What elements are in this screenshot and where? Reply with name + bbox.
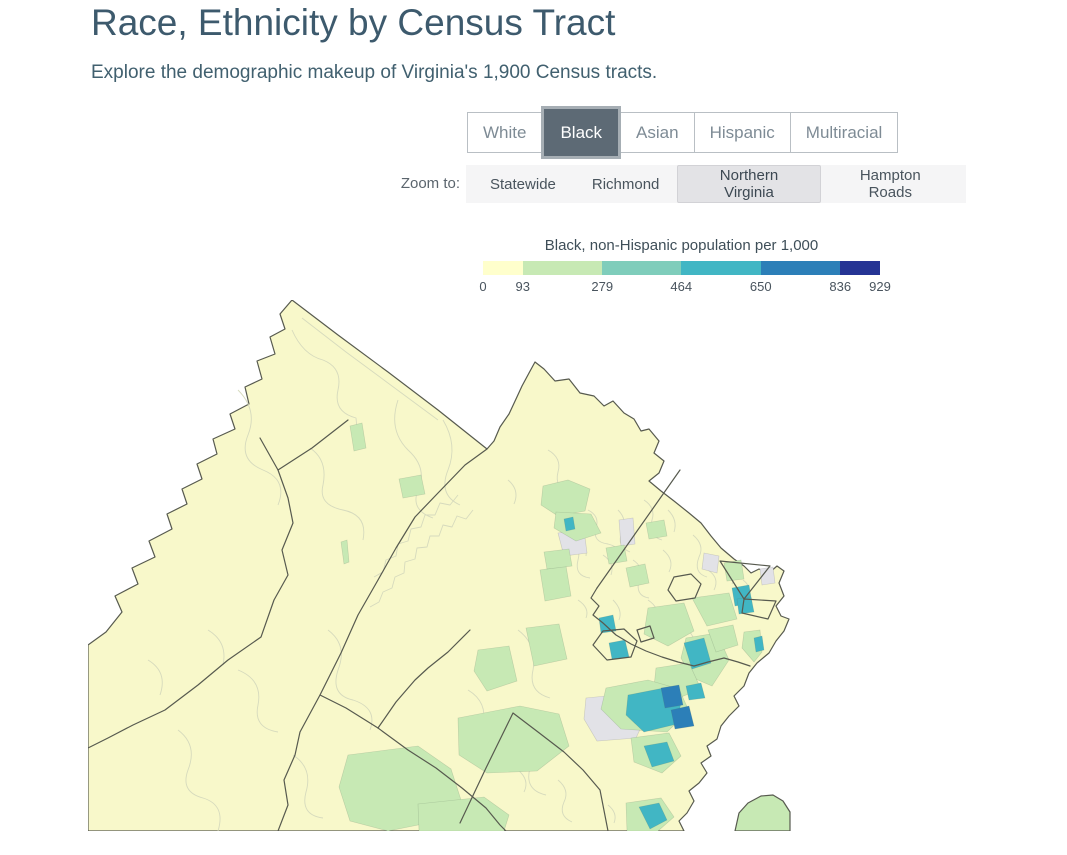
tract <box>625 563 650 588</box>
legend-swatch <box>840 261 880 275</box>
tract <box>707 624 739 653</box>
tract <box>457 705 570 774</box>
tract <box>417 796 510 831</box>
tract <box>349 422 367 452</box>
prince-william-west-line <box>319 694 379 729</box>
page-title: Race, Ethnicity by Census Tract <box>91 2 616 43</box>
tract <box>660 684 684 709</box>
stafford-line <box>459 712 609 831</box>
tract <box>340 539 350 565</box>
legend-swatch <box>602 261 682 275</box>
race-tab-black[interactable]: Black <box>541 106 622 159</box>
race-tab-hispanic[interactable]: Hispanic <box>693 112 791 153</box>
warren-rappahannock-line <box>88 469 294 749</box>
map-legend: Black, non-Hispanic population per 1,000… <box>479 237 890 297</box>
legend-tick: 836 <box>829 279 852 294</box>
zoom-button-northern-virginia[interactable]: Northern Virginia <box>677 165 821 203</box>
race-tab-multiracial[interactable]: Multiracial <box>789 112 899 153</box>
legend-tick: 650 <box>749 279 772 294</box>
fairfax-loudoun-line <box>596 469 681 589</box>
occoquan-line <box>590 587 751 667</box>
tract-no-data <box>701 552 720 574</box>
manassas-boundary <box>592 628 638 661</box>
race-tab-group[interactable]: White Black Asian Hispanic Multiracial <box>467 106 899 159</box>
tract <box>753 635 765 653</box>
zoom-button-hampton-roads[interactable]: Hampton Roads <box>821 166 960 202</box>
tract <box>563 516 576 532</box>
tract <box>685 682 706 701</box>
king-george-shore <box>734 794 791 831</box>
tract <box>645 519 668 540</box>
tract <box>539 565 572 602</box>
legend-swatch <box>760 261 841 275</box>
tract <box>540 479 591 517</box>
prince-william-southwest-line <box>377 629 471 729</box>
legend-color-ramp <box>483 261 880 275</box>
county-boundaries <box>88 419 777 831</box>
page-subtitle: Explore the demographic makeup of Virgin… <box>91 62 658 83</box>
tract <box>643 741 675 768</box>
tract <box>605 544 628 565</box>
legend-tick: 93 <box>515 279 530 294</box>
tract-no-data <box>618 517 636 547</box>
tract <box>525 623 568 667</box>
alexandria-boundary <box>741 598 777 620</box>
choropleth-map[interactable] <box>88 300 980 831</box>
legend-tick: 0 <box>479 279 487 294</box>
tract <box>473 645 518 692</box>
tract <box>398 474 426 499</box>
tract <box>670 705 695 730</box>
legend-tick: 929 <box>869 279 891 294</box>
tract <box>691 592 738 627</box>
landmass[interactable] <box>88 300 791 831</box>
zoom-button-richmond[interactable]: Richmond <box>574 166 678 202</box>
race-tab-white[interactable]: White <box>467 112 543 153</box>
legend-title: Black, non-Hispanic population per 1,000 <box>544 237 819 254</box>
tract <box>638 802 668 830</box>
race-tab-asian[interactable]: Asian <box>620 112 695 153</box>
tract <box>543 548 573 570</box>
legend-swatch <box>681 261 761 275</box>
manassas-park-boundary <box>636 625 655 643</box>
tract <box>643 602 695 647</box>
legend-tick: 464 <box>670 279 693 294</box>
prince-william-stafford-line <box>377 727 507 831</box>
zoom-to-label: Zoom to: <box>400 175 460 192</box>
legend-swatch <box>522 261 603 275</box>
zoom-button-group[interactable]: Statewide Richmond Northern Virginia Hampto… <box>466 165 966 203</box>
legend-tick-labels: 0 93 279 464 650 836 929 <box>479 279 890 297</box>
fairfax-city-boundary <box>667 573 702 602</box>
tract <box>598 614 617 634</box>
tract <box>683 637 712 670</box>
tract <box>736 596 755 615</box>
fauquier-west-line <box>277 448 488 831</box>
clarke-line <box>259 419 349 471</box>
arlington-boundary <box>719 560 771 600</box>
legend-swatch <box>483 261 523 275</box>
zoom-button-statewide[interactable]: Statewide <box>472 166 574 202</box>
legend-tick: 279 <box>591 279 614 294</box>
census-tract-patches[interactable] <box>338 422 776 831</box>
